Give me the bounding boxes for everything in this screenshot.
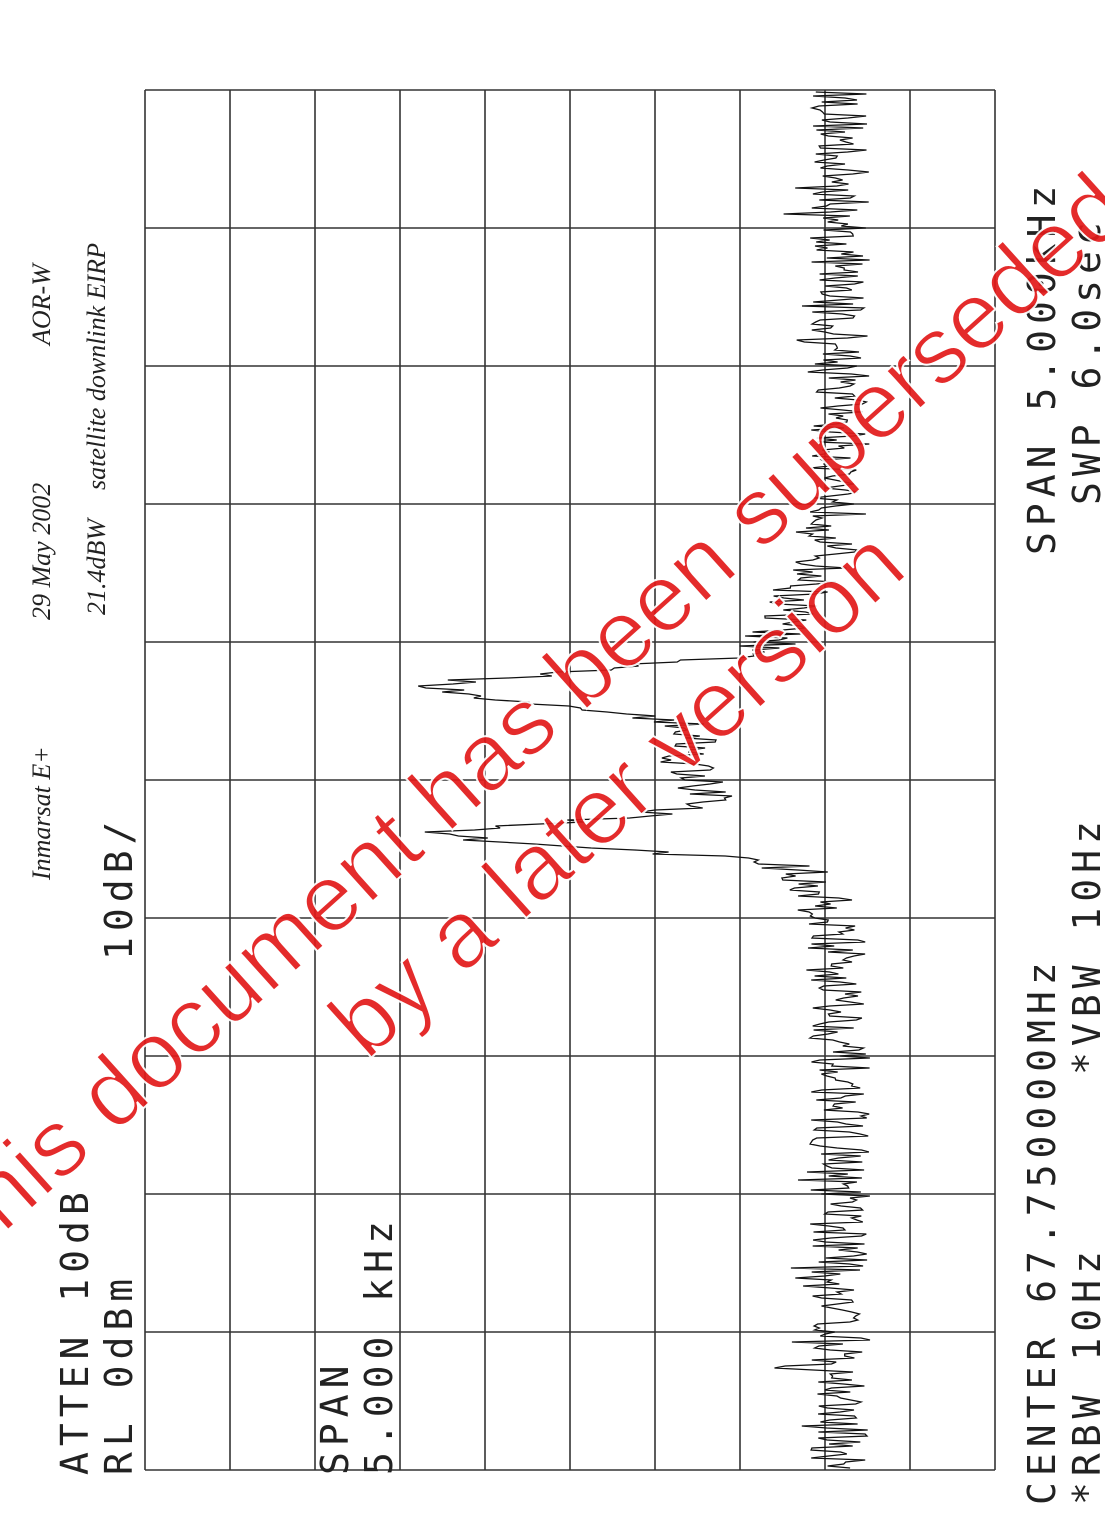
footer-label: CENTER 67.750000MHz xyxy=(1020,956,1064,1505)
graticule xyxy=(144,89,996,1471)
footer-label: *VBW 10Hz xyxy=(1065,815,1105,1075)
note: 29 May 2002 xyxy=(27,483,56,620)
footer-label: *RBW 10Hz xyxy=(1065,1245,1105,1505)
note: AOR-W xyxy=(27,262,56,347)
setting: RL 0dBm xyxy=(97,1273,141,1475)
spectrum-trace xyxy=(418,91,871,1469)
note: Inmarsat E+ xyxy=(27,746,56,881)
watermark: This document has been superseded by a l… xyxy=(0,152,1105,1291)
setting: SPAN xyxy=(313,1359,357,1475)
watermark-text: This document has been superseded xyxy=(0,153,1105,1290)
note: 21.4dBW xyxy=(82,517,111,615)
setting: 10dB/ xyxy=(97,816,141,960)
footer-label: SPAN 5.000kHz xyxy=(1020,180,1064,555)
setting: ATTEN 10dB xyxy=(53,1186,97,1475)
note: satellite downlink EIRP xyxy=(82,243,111,490)
footer-label: SWP 6.0sec xyxy=(1065,216,1105,505)
setting: 5.000 kHz xyxy=(357,1215,401,1475)
